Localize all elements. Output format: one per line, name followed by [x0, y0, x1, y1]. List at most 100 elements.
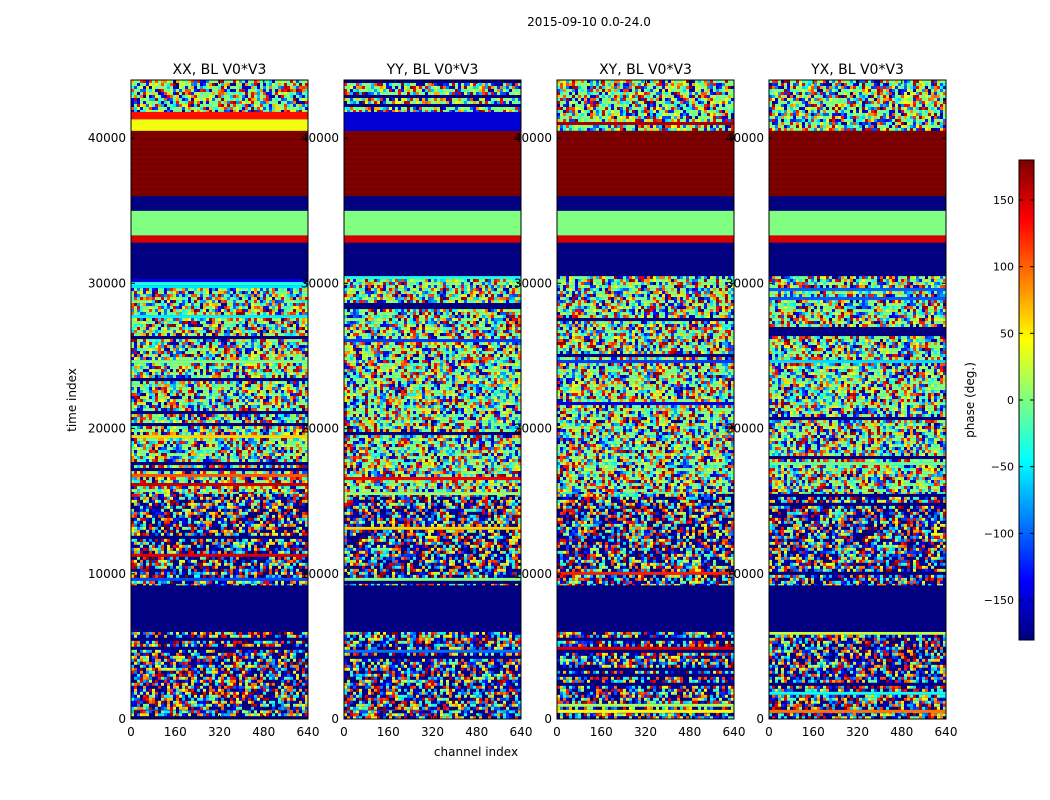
band-6 [769, 235, 946, 243]
y-tick-label: 40000 [88, 131, 126, 145]
x-tick-label: 0 [340, 725, 348, 739]
figure-suptitle: 2015-09-10 0.0-24.0 [527, 15, 651, 29]
x-tick-label: 480 [465, 725, 488, 739]
y-tick-label: 20000 [301, 422, 339, 436]
band-7 [557, 210, 734, 236]
x-tick-label: 480 [252, 725, 275, 739]
band-6 [131, 235, 308, 243]
panel-3: YX, BL V0*V3 0 160 320 480 640 0 10000 20000 3000… [726, 62, 958, 739]
panel-1: YY, BL V0*V3 0 160 320 480 640 0 10000 20000 3000… [301, 62, 533, 739]
panels-group: XX, BL V0*V3 0 160 320 480 640 0 10000 20000 3000… [88, 62, 958, 739]
x-tick-label: 640 [510, 725, 533, 739]
colorbar-tick-label: 0 [1007, 394, 1014, 407]
y-tick-label: 30000 [514, 276, 552, 290]
colorbar: phase (deg.) 150 100 50 0 −50 −100 −150 [963, 159, 1035, 641]
band-7 [769, 210, 946, 236]
band-1 [557, 631, 734, 713]
x-tick-label: 640 [297, 725, 320, 739]
y-tick-label: 30000 [726, 276, 764, 290]
band-8 [131, 196, 308, 211]
x-tick-label: 0 [127, 725, 135, 739]
band-3 [131, 493, 308, 586]
panel-title: YX, BL V0*V3 [810, 62, 904, 78]
band-4 [131, 276, 308, 494]
x-tick-label: 320 [421, 725, 444, 739]
band-5 [557, 242, 734, 277]
y-tick-label: 40000 [726, 131, 764, 145]
x-tick-label: 480 [890, 725, 913, 739]
colorbar-tick-label: 100 [993, 261, 1014, 274]
band-2 [344, 585, 521, 632]
y-tick-label: 10000 [726, 567, 764, 581]
colorbar-tick-label: −100 [984, 527, 1014, 540]
band-4 [769, 276, 946, 494]
x-tick-label: 160 [164, 725, 187, 739]
x-tick-label: 640 [723, 725, 746, 739]
x-tick-label: 160 [802, 725, 825, 739]
colorbar-ticks: 150 100 50 0 −50 −100 −150 [984, 194, 1034, 607]
y-tick-label: 0 [331, 712, 339, 726]
y-tick-label: 10000 [301, 567, 339, 581]
y-axis-label: time index [65, 368, 79, 432]
band-5 [344, 242, 521, 277]
band-0 [344, 710, 521, 719]
band-10 [131, 119, 308, 131]
x-tick-label: 480 [678, 725, 701, 739]
heatmap-image [557, 80, 734, 719]
x-tick-label: 320 [846, 725, 869, 739]
band-3 [557, 493, 734, 586]
panel-0: XX, BL V0*V3 0 160 320 480 640 0 10000 20000 3000… [88, 62, 320, 739]
colorbar-tick-label: −150 [984, 594, 1014, 607]
panel-title: XX, BL V0*V3 [173, 62, 267, 78]
band-4 [557, 276, 734, 494]
band-10 [769, 80, 946, 131]
y-tick-label: 40000 [514, 131, 552, 145]
band-4 [344, 276, 521, 496]
band-9 [769, 130, 946, 197]
colorbar-label: phase (deg.) [963, 362, 977, 438]
x-tick-label: 160 [377, 725, 400, 739]
band-0 [131, 710, 308, 719]
y-tick-label: 10000 [514, 567, 552, 581]
colorbar-tick-label: −50 [991, 461, 1014, 474]
band-7 [131, 210, 308, 236]
heatmap-image [131, 80, 308, 719]
panel-title: YY, BL V0*V3 [386, 62, 479, 78]
band-5 [131, 242, 308, 277]
band-5 [769, 242, 946, 277]
x-tick-label: 0 [765, 725, 773, 739]
heatmap-image [344, 80, 521, 719]
band-8 [344, 196, 521, 211]
band-1 [131, 631, 308, 711]
y-tick-label: 0 [756, 712, 764, 726]
y-tick-label: 20000 [88, 422, 126, 436]
band-9 [344, 130, 521, 197]
x-tick-label: 640 [935, 725, 958, 739]
band-12 [131, 80, 308, 112]
heatmap-image [769, 80, 946, 719]
band-10 [344, 111, 521, 131]
x-axis-label: channel index [434, 745, 518, 759]
y-tick-label: 30000 [301, 276, 339, 290]
band-1 [769, 631, 946, 713]
band-11 [131, 111, 308, 120]
y-tick-label: 10000 [88, 567, 126, 581]
band-9 [557, 130, 734, 197]
band-8 [557, 196, 734, 211]
colorbar-tick-label: 150 [993, 194, 1014, 207]
x-tick-label: 320 [208, 725, 231, 739]
band-2 [769, 585, 946, 632]
band-1 [344, 631, 521, 711]
x-tick-label: 0 [553, 725, 561, 739]
colorbar-tick-label: 50 [1000, 327, 1014, 340]
band-10 [557, 80, 734, 131]
band-9 [131, 130, 308, 197]
panel-2: XY, BL V0*V3 0 160 320 480 640 0 10000 20000 3000… [514, 62, 746, 739]
x-tick-label: 320 [634, 725, 657, 739]
y-tick-label: 0 [544, 712, 552, 726]
panel-title: XY, BL V0*V3 [599, 62, 692, 78]
band-2 [131, 585, 308, 632]
band-8 [769, 196, 946, 211]
y-tick-label: 0 [118, 712, 126, 726]
